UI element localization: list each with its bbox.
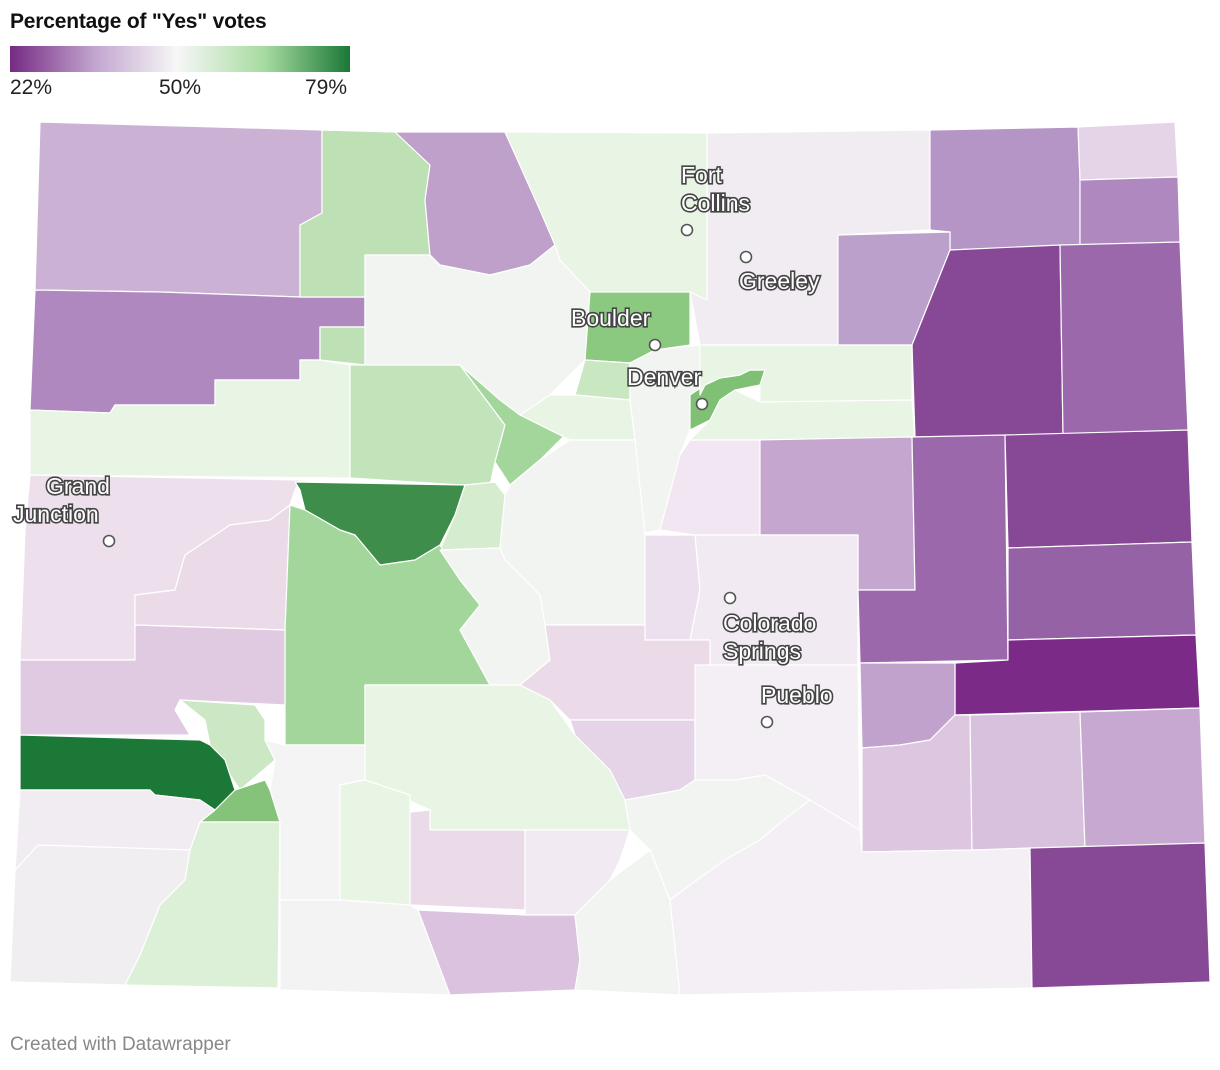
county-region[interactable] xyxy=(1059,241,1189,436)
city-marker-colorado-springs: Colorado Springs xyxy=(721,591,818,666)
svg-text:Springs: Springs xyxy=(723,638,801,664)
county-region[interactable] xyxy=(19,624,286,736)
svg-text:Denver: Denver xyxy=(627,364,701,390)
svg-text:Grand: Grand xyxy=(46,473,110,499)
city-marker-fort-collins: Fort Collins xyxy=(679,160,752,237)
county-region[interactable] xyxy=(574,359,631,401)
city-marker-greeley: Greeley xyxy=(737,250,822,296)
county-region[interactable] xyxy=(1077,121,1179,181)
svg-text:Colorado: Colorado xyxy=(723,610,816,636)
county-region[interactable] xyxy=(1029,842,1211,989)
legend-mid-label: 50% xyxy=(159,76,202,99)
legend-max-label: 79% xyxy=(305,76,348,99)
city-marker-pueblo: Pueblo xyxy=(759,680,834,729)
county-region[interactable] xyxy=(339,779,411,906)
county-region[interactable] xyxy=(969,711,1086,851)
county-region[interactable] xyxy=(1079,707,1206,849)
county-region[interactable] xyxy=(699,344,913,403)
svg-text:Pueblo: Pueblo xyxy=(761,682,833,708)
svg-text:Greeley: Greeley xyxy=(739,268,820,294)
county-region[interactable] xyxy=(34,121,323,298)
svg-text:Junction: Junction xyxy=(13,501,99,527)
county-region[interactable] xyxy=(1004,429,1193,549)
legend-title: Percentage of "Yes" votes xyxy=(10,10,267,33)
county-region[interactable] xyxy=(29,359,351,479)
city-marker-grand-junction: Grand Junction xyxy=(11,471,116,548)
legend-color-bar xyxy=(10,46,350,72)
county-region[interactable] xyxy=(124,821,281,989)
county-region[interactable] xyxy=(1079,176,1181,246)
county-region[interactable] xyxy=(1007,541,1197,641)
svg-text:Collins: Collins xyxy=(681,190,750,216)
svg-text:Fort: Fort xyxy=(681,162,723,188)
county-region[interactable] xyxy=(644,534,701,641)
attribution: Created with Datawrapper xyxy=(10,1034,231,1055)
city-marker-boulder: Boulder xyxy=(569,303,662,352)
city-marker-denver: Denver xyxy=(625,362,709,411)
legend: Percentage of "Yes" votes 22% 50% 79% xyxy=(10,10,350,99)
legend-min-label: 22% xyxy=(10,76,53,99)
county-region[interactable] xyxy=(929,126,1081,251)
svg-text:Boulder: Boulder xyxy=(571,305,651,331)
